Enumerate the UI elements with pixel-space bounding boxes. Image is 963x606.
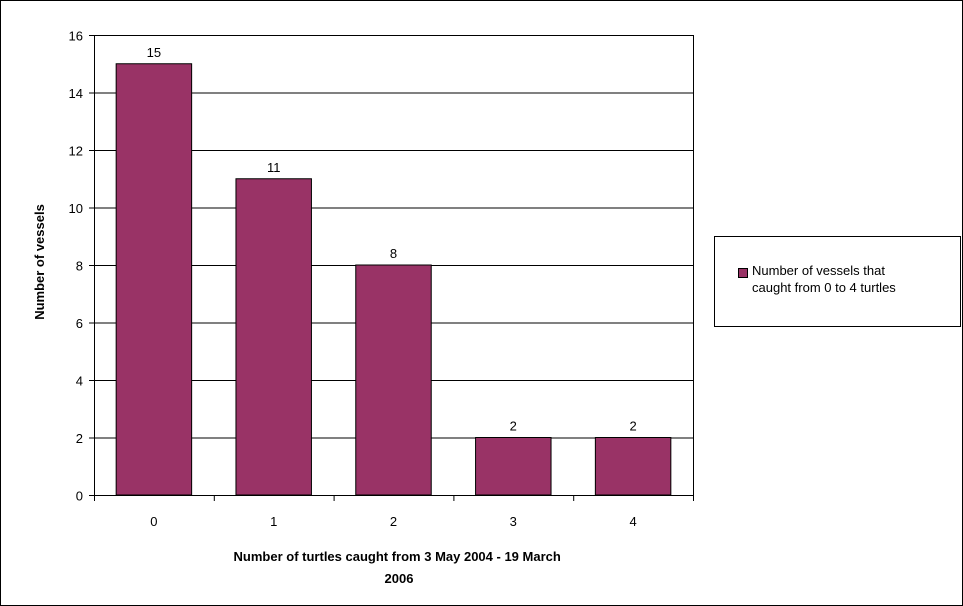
x-tick-label: 2 — [390, 514, 397, 529]
x-tick-label: 1 — [270, 514, 277, 529]
data-label: 8 — [390, 246, 397, 261]
x-axis-title-line-2: 2006 — [385, 571, 414, 586]
bar — [594, 437, 672, 496]
y-tick-labels: 0 2 4 6 8 10 12 14 16 — [69, 29, 83, 504]
y-tick-label: 12 — [69, 144, 83, 159]
y-tick-label: 0 — [76, 489, 83, 504]
legend: Number of vessels that caught from 0 to … — [714, 236, 961, 327]
x-tick-labels: 0 1 2 3 4 — [150, 514, 636, 529]
x-tick-label: 3 — [510, 514, 517, 529]
y-tick-label: 4 — [76, 374, 83, 389]
y-axis-title: Number of vessels — [32, 204, 47, 320]
bar — [475, 437, 552, 496]
legend-label: Number of vessels that caught from 0 to … — [752, 263, 896, 295]
axes — [89, 35, 694, 501]
y-tick-label: 10 — [69, 201, 83, 216]
x-axis-title-line-1: Number of turtles caught from 3 May 2004… — [234, 549, 561, 564]
y-tick-label: 14 — [69, 86, 83, 101]
y-tick-label: 16 — [69, 29, 83, 44]
data-label: 2 — [510, 419, 517, 434]
gridlines — [94, 35, 693, 439]
bars — [115, 63, 672, 496]
bar — [115, 63, 193, 496]
y-tick-label: 6 — [76, 316, 83, 331]
bar — [355, 264, 432, 496]
bar — [235, 178, 312, 496]
data-label: 2 — [629, 419, 636, 434]
y-tick-label: 2 — [76, 431, 83, 446]
y-tick-label: 8 — [76, 259, 83, 274]
data-label: 11 — [267, 160, 281, 175]
x-axis-title: Number of turtles caught from 3 May 2004… — [234, 549, 565, 586]
x-tick-label: 4 — [629, 514, 636, 529]
data-labels: 15 11 8 2 2 — [147, 45, 637, 434]
x-tick-label: 0 — [150, 514, 157, 529]
legend-swatch — [738, 268, 748, 278]
data-label: 15 — [147, 45, 161, 60]
